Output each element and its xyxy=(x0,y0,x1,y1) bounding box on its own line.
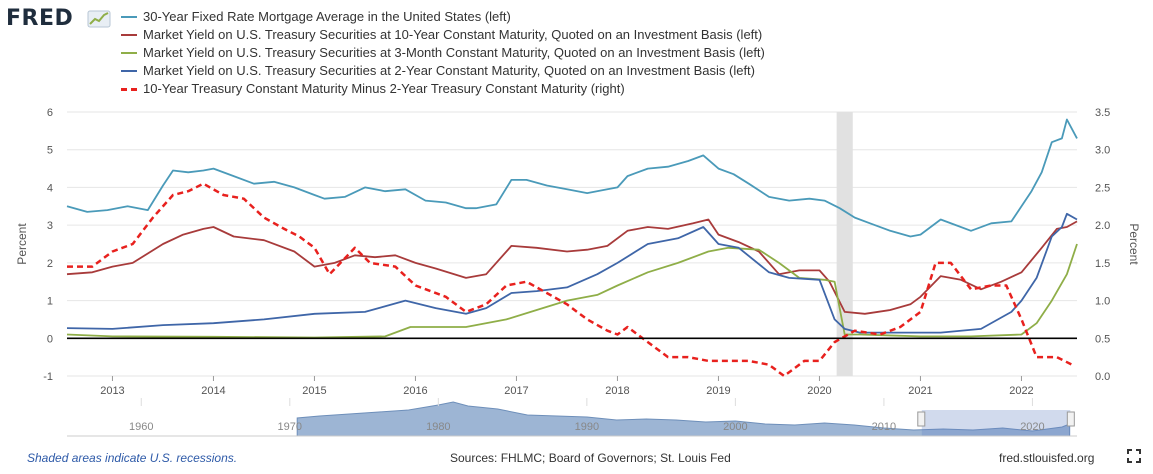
x-tick-label: 2013 xyxy=(100,385,124,397)
y-tick-label-right: 3.0 xyxy=(1095,145,1110,157)
y-axis-title-left: Percent xyxy=(15,223,29,265)
y-tick-label-left: 5 xyxy=(47,145,53,157)
legend-label: Market Yield on U.S. Treasury Securities… xyxy=(143,27,763,42)
navigator-tick-label: 2000 xyxy=(723,421,747,433)
legend-swatch xyxy=(121,16,137,18)
navigator-tick-label: 1980 xyxy=(426,421,450,433)
y-tick-label-left: 3 xyxy=(47,220,53,232)
navigator-tick-label: 1960 xyxy=(129,421,153,433)
y-tick-label-right: 2.0 xyxy=(1095,220,1110,232)
y-tick-label-left: 1 xyxy=(47,296,53,308)
site-link[interactable]: fred.stlouisfed.org xyxy=(999,451,1095,465)
legend-swatch xyxy=(121,88,137,91)
series-line-4 xyxy=(66,212,1078,334)
y-tick-label-right: 1.0 xyxy=(1095,296,1110,308)
fred-logo-text: FRED xyxy=(6,6,74,31)
fred-logo[interactable]: FRED xyxy=(6,6,114,34)
navigator-tick-label: 2010 xyxy=(872,421,896,433)
legend-swatch xyxy=(121,52,137,54)
x-tick-label: 2021 xyxy=(908,385,932,397)
y-tick-label-right: 3.5 xyxy=(1095,107,1110,119)
x-tick-label: 2016 xyxy=(403,385,427,397)
x-tick-label: 2022 xyxy=(1009,385,1033,397)
y-tick-label-right: 1.5 xyxy=(1095,258,1110,270)
x-tick-label: 2015 xyxy=(302,385,326,397)
series-line-1 xyxy=(66,118,1078,238)
navigator-handle-right xyxy=(1066,411,1075,427)
y-axis-title-right: Percent xyxy=(1127,223,1141,265)
navigator-tick-label: 1990 xyxy=(575,421,599,433)
navigator-selection xyxy=(921,410,1071,436)
series-line-2 xyxy=(66,218,1078,315)
x-tick-label: 2020 xyxy=(807,385,831,397)
y-tick-label-right: 2.5 xyxy=(1095,182,1110,194)
sources-text: Sources: FHLMC; Board of Governors; St. … xyxy=(450,451,731,465)
legend-label: Market Yield on U.S. Treasury Securities… xyxy=(143,45,765,60)
y-tick-label-left: 4 xyxy=(47,182,53,194)
fullscreen-icon[interactable] xyxy=(1127,449,1141,463)
legend-swatch xyxy=(121,70,137,72)
y-tick-label-left: 0 xyxy=(47,333,53,345)
navigator-tick-label: 1970 xyxy=(278,421,302,433)
x-tick-label: 2019 xyxy=(706,385,730,397)
y-tick-label-left: 2 xyxy=(47,258,53,270)
logo-graph-icon xyxy=(87,10,111,28)
recession-note: Shaded areas indicate U.S. recessions. xyxy=(27,451,238,465)
legend-label: Market Yield on U.S. Treasury Securities… xyxy=(143,63,756,78)
x-tick-label: 2014 xyxy=(201,385,225,397)
x-tick-label: 2017 xyxy=(504,385,528,397)
navigator-area xyxy=(296,401,1071,437)
navigator-tick-label: 2020 xyxy=(1020,421,1044,433)
y-tick-label-left: 6 xyxy=(47,107,53,119)
legend-label: 10-Year Treasury Constant Maturity Minus… xyxy=(143,81,625,96)
x-tick-label: 2018 xyxy=(605,385,629,397)
y-tick-label-left: -1 xyxy=(43,371,53,383)
legend-label: 30-Year Fixed Rate Mortgage Average in t… xyxy=(143,9,511,24)
y-tick-label-right: 0.0 xyxy=(1095,371,1110,383)
legend-swatch xyxy=(121,34,137,36)
y-tick-label-right: 0.5 xyxy=(1095,333,1110,345)
series-line-5 xyxy=(67,182,1073,378)
navigator-handle-left xyxy=(917,411,926,427)
series-line-3 xyxy=(66,243,1078,339)
